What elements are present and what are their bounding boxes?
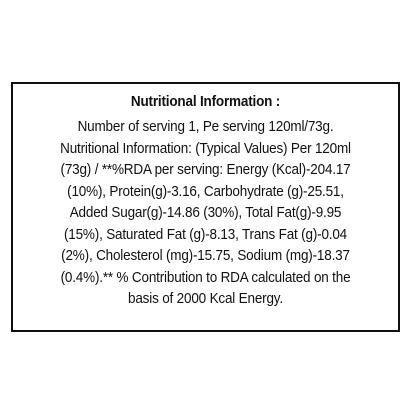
label-text-line: (10%), Protein(g)-3.16, Carbohydrate (g)… [67, 182, 344, 200]
label-text-line: (15%), Saturated Fat (g)-8.13, Trans Fat… [63, 225, 348, 243]
label-text-line: (0.4%).** % Contribution to RDA calculat… [60, 268, 351, 286]
label-text-line: basis of 2000 Kcal Energy. [128, 290, 283, 307]
label-text-block: Number of serving 1, Pe serving 120ml/73… [13, 116, 398, 310]
label-title: Nutritional Information : [130, 93, 281, 110]
label-text-line: (73g) / **%RDA per serving: Energy (Kcal… [60, 161, 351, 178]
nutrition-label-box: Nutritional Information : Number of serv… [11, 82, 400, 332]
label-text-line: Number of serving 1, Pe serving 120ml/73… [77, 118, 334, 135]
label-text-line: Nutritional Information: (Typical Values… [60, 139, 351, 157]
label-text-line: (2%), Cholesterol (mg)-15.75, Sodium (mg… [61, 247, 350, 264]
label-text-line: Added Sugar(g)-14.86 (30%), Total Fat(g)… [69, 204, 342, 221]
